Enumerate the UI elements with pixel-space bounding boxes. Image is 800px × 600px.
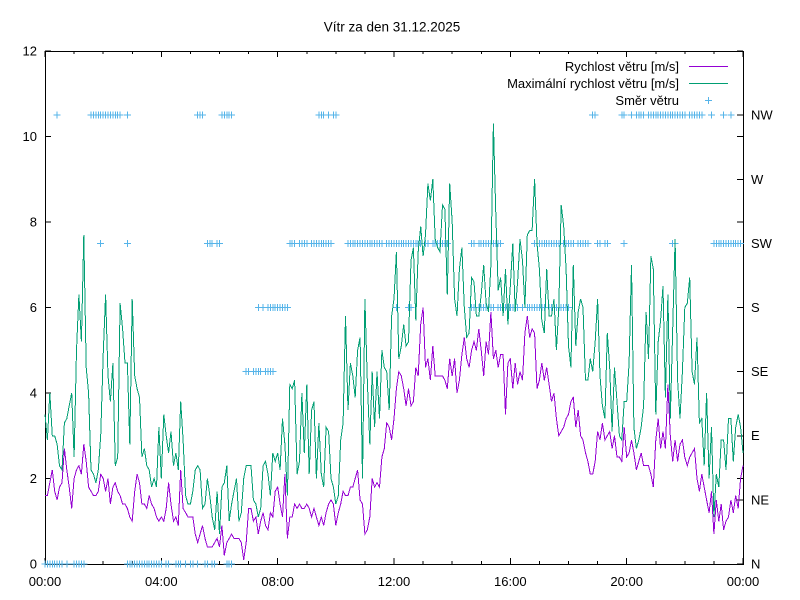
svg-text:20:00: 20:00 — [610, 574, 643, 589]
svg-text:00:00: 00:00 — [29, 574, 62, 589]
svg-text:N: N — [751, 557, 760, 572]
svg-text:NE: NE — [751, 492, 769, 507]
svg-text:E: E — [751, 428, 760, 443]
svg-text:16:00: 16:00 — [494, 574, 527, 589]
svg-text:Rychlost větru [m/s]: Rychlost větru [m/s] — [565, 59, 679, 74]
svg-text:SE: SE — [751, 364, 769, 379]
svg-text:Vítr za den 31.12.2025: Vítr za den 31.12.2025 — [324, 20, 461, 35]
svg-text:00:00: 00:00 — [727, 574, 760, 589]
svg-text:Směr větru: Směr větru — [615, 93, 679, 108]
svg-text:NW: NW — [751, 108, 773, 123]
svg-text:S: S — [751, 300, 760, 315]
svg-text:Maximální rychlost větru [m/s]: Maximální rychlost větru [m/s] — [507, 76, 679, 91]
svg-text:8: 8 — [30, 215, 37, 230]
svg-text:2: 2 — [30, 471, 37, 486]
svg-text:SW: SW — [751, 236, 773, 251]
svg-text:W: W — [751, 172, 764, 187]
svg-text:0: 0 — [30, 557, 37, 572]
svg-text:10: 10 — [23, 129, 37, 144]
svg-text:08:00: 08:00 — [261, 574, 294, 589]
svg-text:12:00: 12:00 — [378, 574, 411, 589]
svg-text:12: 12 — [23, 44, 37, 59]
svg-text:04:00: 04:00 — [145, 574, 178, 589]
svg-text:4: 4 — [30, 386, 37, 401]
svg-text:6: 6 — [30, 300, 37, 315]
